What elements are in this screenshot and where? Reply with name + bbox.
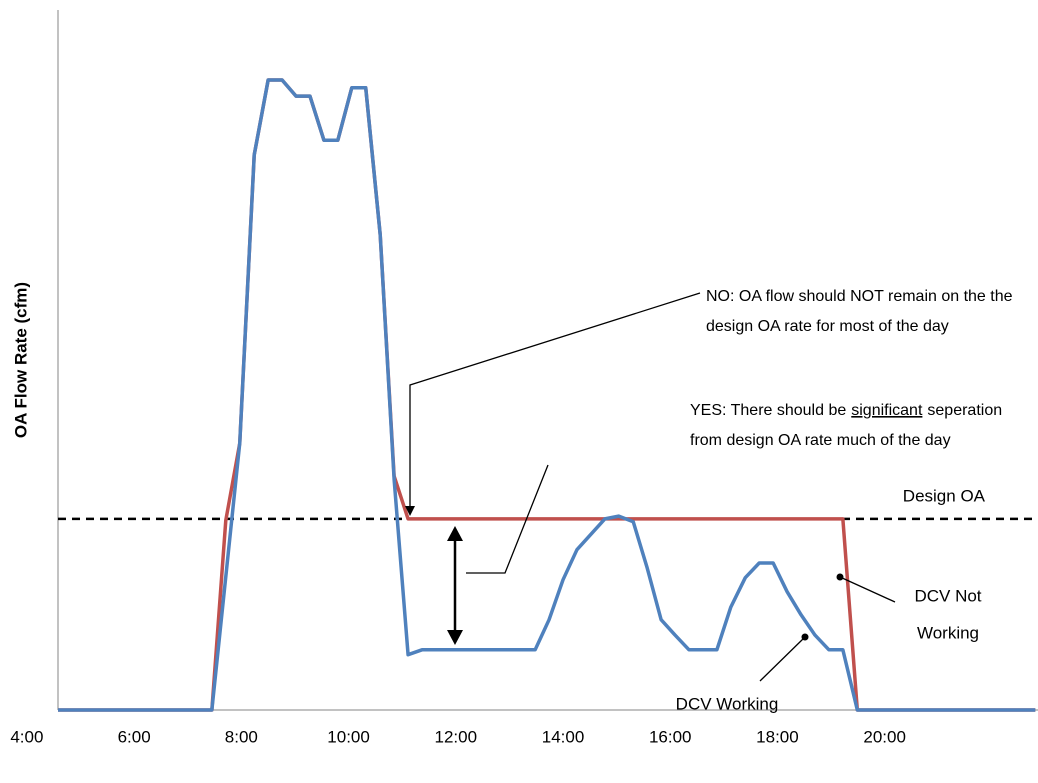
annotation: DCV Working: [676, 694, 779, 713]
x-tick-label: 10:00: [327, 727, 370, 746]
separation-head-bottom: [447, 630, 463, 645]
x-tick-label: 8:00: [225, 727, 258, 746]
x-tick-label: 20:00: [863, 727, 906, 746]
y-axis-label: OA Flow Rate (cfm): [11, 282, 30, 438]
annotation: YES: There should be significant seperatio…: [690, 402, 1002, 419]
separation-head-top: [447, 526, 463, 541]
working-pointer: [759, 636, 806, 682]
working-dot: [801, 633, 809, 641]
yes-pointer: [466, 464, 549, 574]
x-tick-label: 6:00: [118, 727, 151, 746]
annotation: NO: OA flow should NOT remain on the the: [706, 288, 1013, 305]
annotation: DCV Not: [914, 586, 981, 605]
series-line: [58, 78, 1036, 712]
annotation: from design OA rate much of the day: [690, 432, 951, 449]
annotation-emphasis: significant: [851, 402, 923, 419]
no-arrow: [405, 292, 701, 516]
series-line: [58, 78, 1036, 712]
x-tick-label: 18:00: [756, 727, 799, 746]
annotation-part: seperation: [927, 402, 1002, 419]
annotation-part: YES: There should be: [690, 402, 846, 419]
annotation: design OA rate for most of the day: [706, 318, 949, 335]
x-tick-label: 12:00: [435, 727, 478, 746]
not-working-pointer: [839, 576, 896, 603]
x-tick-label: 4:00: [10, 727, 43, 746]
x-tick-label: 14:00: [542, 727, 585, 746]
not-working-dot: [836, 573, 844, 581]
series-layer: [58, 78, 1038, 712]
reference-label: Design OA: [903, 486, 986, 505]
x-tick-label: 16:00: [649, 727, 692, 746]
annotation: Working: [917, 623, 979, 642]
